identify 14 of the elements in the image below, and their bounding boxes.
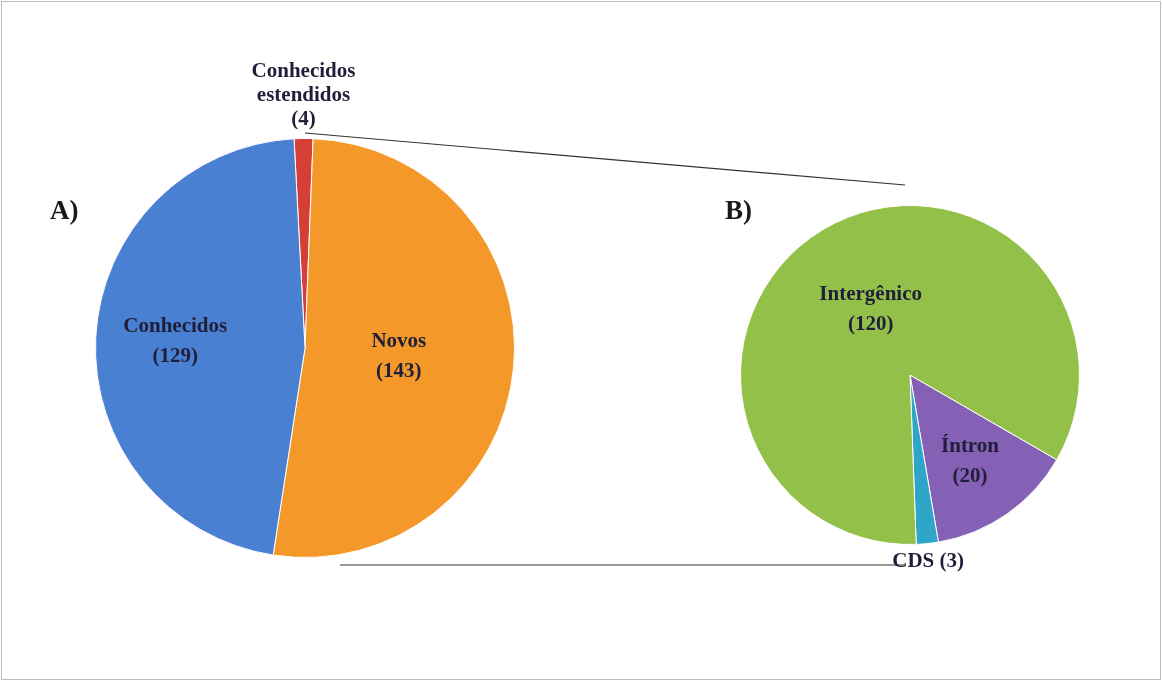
- slice-label: Conhecidos estendidos: [251, 58, 356, 107]
- data-label: (4): [291, 106, 316, 131]
- data-label: (143): [376, 358, 422, 383]
- text: A): [50, 195, 79, 226]
- slice-label: Íntron: [941, 432, 1000, 457]
- slice-label: Conhecidos: [123, 312, 228, 337]
- data-label: (129): [152, 342, 199, 367]
- slice-label: Novos: [371, 328, 427, 353]
- slice-label: Intergênico: [819, 281, 922, 306]
- chart-title: B): [725, 195, 752, 226]
- data-label: (20): [952, 462, 988, 487]
- data-label: (120): [847, 311, 894, 336]
- slice-label: CDS: [892, 548, 935, 573]
- data-label: (3): [939, 548, 965, 573]
